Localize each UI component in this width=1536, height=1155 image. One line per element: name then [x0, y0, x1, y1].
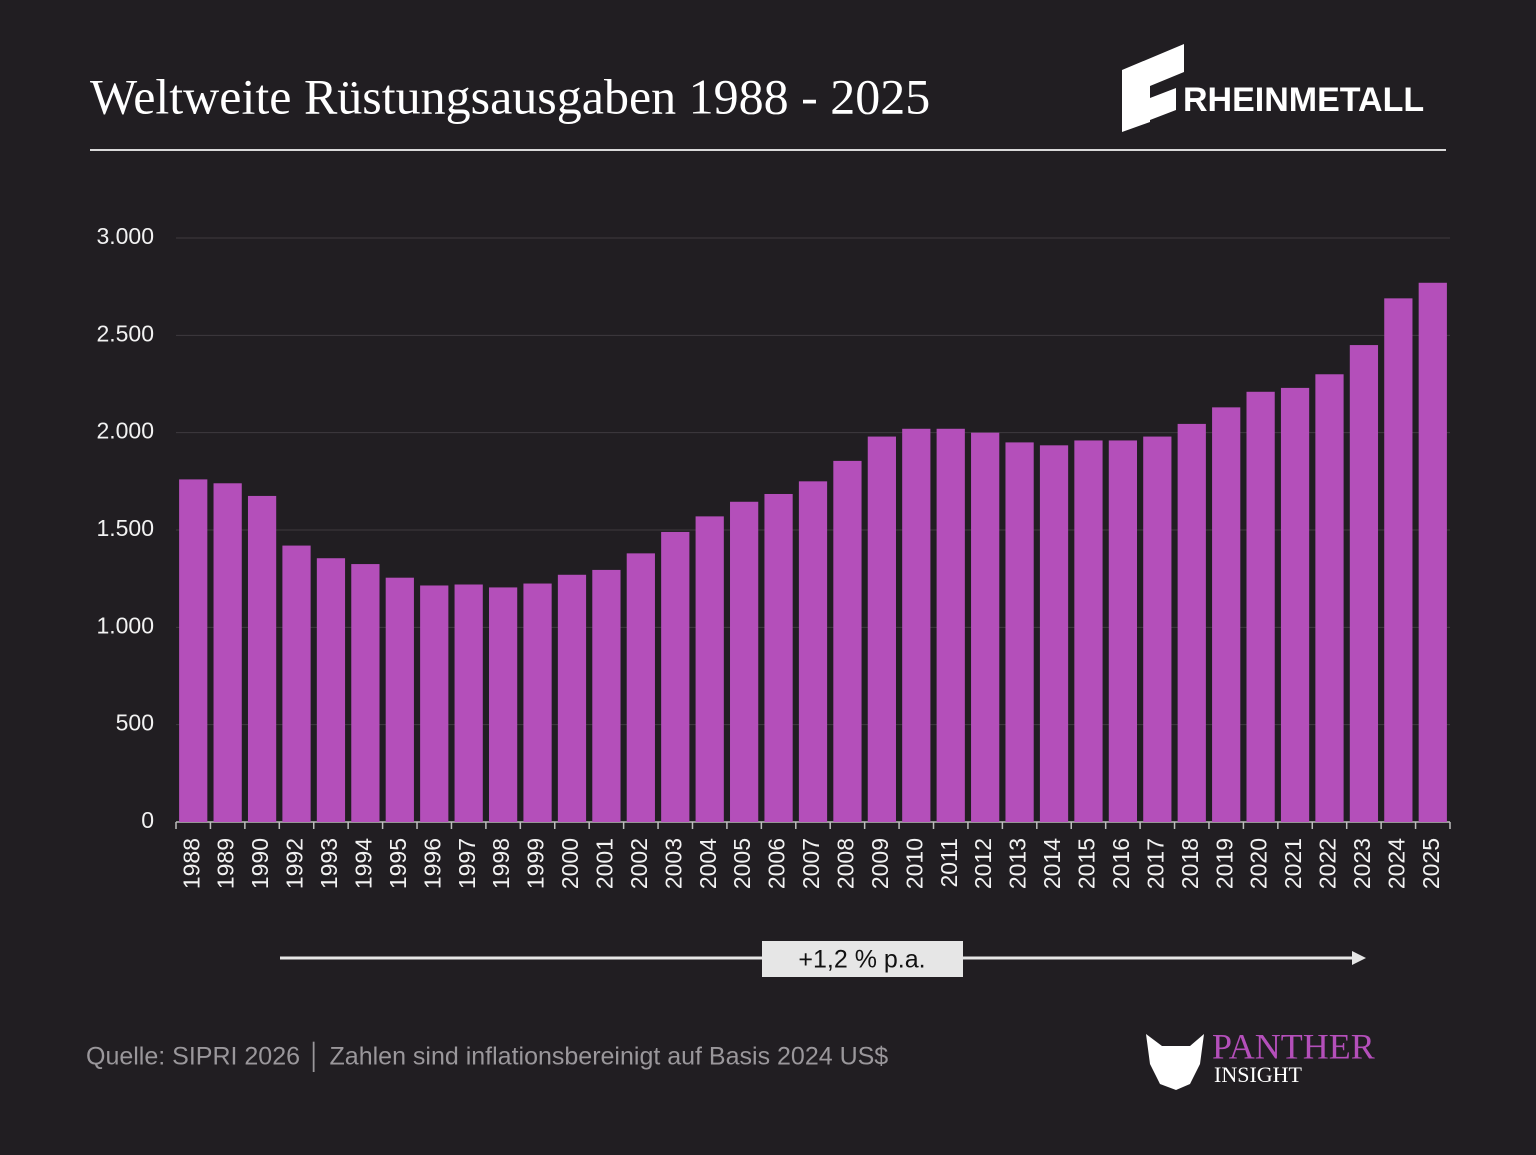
- x-tick-label: 2004: [695, 838, 721, 889]
- y-tick-label: 1.500: [96, 515, 154, 541]
- bar: [592, 569, 621, 822]
- x-tick-label: 1990: [247, 838, 273, 889]
- x-tick-label: 2025: [1418, 838, 1444, 889]
- x-tick-label: 2018: [1177, 838, 1203, 889]
- x-tick-label: 2015: [1074, 838, 1100, 889]
- x-tick-label: 2017: [1142, 838, 1168, 889]
- brand: RHEINMETALL: [1183, 81, 1424, 119]
- bar: [1212, 407, 1241, 822]
- bar: [557, 574, 587, 822]
- x-tick-label: 1989: [213, 838, 239, 889]
- source: Quelle: SIPRI 2026 │ Zahlen sind inflati…: [86, 1042, 888, 1073]
- x-tick-label: 2019: [1211, 838, 1237, 889]
- bar: [1280, 387, 1310, 822]
- x-tick-label: 2009: [867, 838, 893, 889]
- bar: [1418, 282, 1447, 823]
- x-tick-label: 1995: [385, 838, 411, 889]
- x-tick-label: 1988: [178, 838, 204, 889]
- x-tick-label: 2010: [901, 838, 927, 889]
- bar: [1246, 391, 1275, 822]
- bar: [867, 436, 896, 822]
- x-tick-label: 2022: [1315, 838, 1341, 889]
- bar: [971, 432, 1000, 822]
- brand-icon: [1122, 44, 1184, 132]
- bar: [764, 493, 793, 822]
- bar: [316, 558, 346, 822]
- chart-title: Weltweite Rüstungsausgaben 1988 - 2025: [90, 68, 930, 124]
- bar: [902, 428, 931, 822]
- x-tick-label: 2006: [764, 838, 790, 889]
- x-tick-label: 2000: [557, 838, 583, 889]
- x-tick-label: 2008: [833, 838, 859, 889]
- bar: [351, 564, 380, 822]
- bar: [661, 531, 690, 822]
- x-tick-label: 1997: [454, 838, 480, 889]
- x-tick-label: 2005: [729, 838, 755, 889]
- bar: [1315, 374, 1344, 822]
- bar: [420, 585, 449, 822]
- bar: [626, 553, 655, 822]
- x-tick-label: 1992: [282, 838, 308, 889]
- x-tick-label: 2001: [591, 838, 617, 889]
- x-tick-label: 2003: [660, 838, 686, 889]
- x-tick-label: 2021: [1280, 838, 1306, 889]
- x-tick-label: 2012: [970, 838, 996, 889]
- x-tick-label: 2016: [1108, 838, 1134, 889]
- y-tick-label: 3.000: [96, 223, 154, 249]
- bar: [179, 479, 208, 822]
- bar: [1349, 345, 1379, 822]
- bar: [385, 577, 414, 822]
- x-tick-label: 2002: [626, 838, 652, 889]
- bar: [454, 584, 483, 822]
- y-tick-label: 2.000: [96, 418, 154, 444]
- annotation-box: [762, 941, 963, 977]
- bar: [936, 428, 965, 822]
- bar: [833, 460, 862, 822]
- bar: [1177, 423, 1206, 822]
- bar: [1039, 445, 1069, 822]
- x-tick-label: 1993: [316, 838, 342, 889]
- x-tick-label: 2023: [1349, 838, 1375, 889]
- bar: [1005, 442, 1034, 822]
- footer-logo-name: PANTHER: [1212, 1026, 1375, 1066]
- bar: [523, 583, 552, 822]
- x-tick-label: 2014: [1039, 838, 1065, 889]
- arrow-head: [1352, 951, 1366, 965]
- bar: [1074, 440, 1103, 822]
- x-tick-label: 2011: [936, 838, 962, 887]
- y-tick-label: 2.500: [96, 320, 154, 346]
- x-tick-label: 2007: [798, 838, 824, 889]
- bar: [247, 495, 277, 822]
- bar: [1108, 440, 1138, 822]
- bar: [695, 516, 724, 822]
- x-tick-label: 1998: [488, 838, 514, 889]
- x-tick-label: 2013: [1005, 838, 1031, 889]
- annotation: +1,2 % p.a.: [798, 946, 925, 974]
- panther-icon: [1146, 1034, 1204, 1090]
- bar: [1143, 436, 1172, 822]
- bar: [488, 587, 518, 822]
- x-tick-label: 1994: [350, 838, 376, 889]
- x-tick-label: 1996: [419, 838, 445, 889]
- y-tick-label: 1.000: [96, 612, 154, 638]
- bar: [213, 483, 242, 822]
- bar: [1384, 298, 1413, 822]
- footer-logo-subtitle: INSIGHT: [1214, 1062, 1303, 1087]
- y-tick-label: 0: [141, 807, 154, 833]
- x-tick-label: 2020: [1246, 838, 1272, 889]
- bar: [282, 545, 311, 822]
- x-tick-label: 2024: [1383, 838, 1409, 889]
- bar: [730, 501, 759, 822]
- bar: [798, 481, 828, 822]
- x-tick-label: 1999: [523, 838, 549, 889]
- y-tick-label: 500: [116, 710, 154, 736]
